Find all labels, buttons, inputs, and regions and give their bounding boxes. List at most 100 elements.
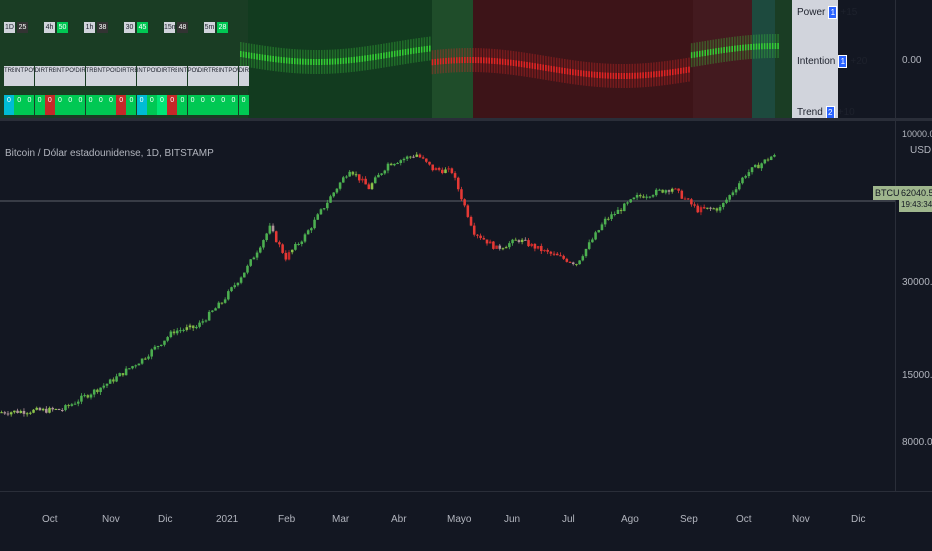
signal-bar-173 bbox=[707, 49, 709, 56]
candle-body-139 bbox=[444, 169, 447, 174]
signal-bar-50 bbox=[375, 53, 377, 60]
tf-value-18: 0 bbox=[187, 95, 198, 115]
signal-bar-92 bbox=[488, 57, 490, 64]
candle-body-72 bbox=[230, 287, 233, 292]
signal-bar-16 bbox=[283, 57, 285, 64]
signal-bar-199 bbox=[777, 43, 779, 50]
signal-bar-191 bbox=[755, 43, 758, 50]
candle-body-168 bbox=[536, 245, 540, 249]
candle-body-183 bbox=[584, 248, 588, 257]
signal-bar-38 bbox=[342, 57, 345, 64]
candle-body-216 bbox=[690, 199, 693, 205]
candle-body-8 bbox=[25, 413, 29, 415]
candle-body-78 bbox=[249, 259, 252, 266]
signal-bar-99 bbox=[507, 59, 509, 66]
signal-bar-68 bbox=[423, 46, 426, 53]
signal-bar-75 bbox=[442, 58, 445, 65]
signal-bar-104 bbox=[520, 61, 523, 68]
tf-header-12: TRE bbox=[126, 66, 138, 86]
signal-bar-110 bbox=[537, 63, 539, 70]
candle-body-35 bbox=[112, 379, 115, 382]
signal-bar-88 bbox=[477, 57, 480, 64]
candle-body-157 bbox=[501, 248, 505, 250]
tf-label-1: 4h bbox=[44, 22, 55, 33]
candle-body-50 bbox=[159, 344, 163, 346]
candle-body-19 bbox=[60, 410, 64, 412]
candle-body-115 bbox=[367, 184, 371, 190]
candle-body-5 bbox=[16, 410, 19, 414]
signal-bar-67 bbox=[420, 46, 423, 53]
candle-body-169 bbox=[540, 245, 543, 252]
candle-body-117 bbox=[373, 177, 377, 184]
signal-bar-76 bbox=[445, 57, 447, 64]
candle-body-26 bbox=[83, 395, 86, 397]
candle-body-122 bbox=[389, 163, 393, 166]
candle-body-56 bbox=[179, 330, 182, 332]
candle-body-162 bbox=[517, 240, 521, 243]
tf-value-20: 0 bbox=[208, 95, 218, 115]
candle-body-107 bbox=[342, 177, 345, 183]
price-axis[interactable]: 10000.00 USD 30000.00 15000.00 8000.00 bbox=[895, 121, 932, 491]
candle-body-22 bbox=[70, 404, 74, 406]
candle-body-165 bbox=[527, 240, 530, 247]
candle-body-14 bbox=[45, 408, 48, 413]
candle-body-97 bbox=[310, 228, 313, 231]
tf-score-2: 38 bbox=[97, 22, 108, 33]
time-axis[interactable]: Oct Nov Dic 2021 Feb Mar Abr Mayo Jun Jul Ago Sep Oc… bbox=[0, 491, 932, 551]
candle-body-164 bbox=[524, 239, 527, 241]
price-chart-pane[interactable] bbox=[0, 121, 895, 491]
candle-body-17 bbox=[54, 408, 58, 410]
candle-body-218 bbox=[696, 205, 700, 213]
signal-bar-124 bbox=[574, 69, 577, 76]
candle-body-241 bbox=[769, 156, 773, 161]
candle-body-68 bbox=[217, 302, 221, 309]
signal-bar-175 bbox=[712, 48, 715, 55]
candle-body-128 bbox=[409, 156, 412, 158]
signal-bar-29 bbox=[318, 58, 320, 65]
candle-body-45 bbox=[144, 358, 147, 360]
tf-value-10: 0 bbox=[106, 95, 116, 115]
time-tick-12: Oct bbox=[736, 514, 752, 525]
tf-score-4: 48 bbox=[177, 22, 188, 33]
candle-body-223 bbox=[712, 208, 716, 210]
candle-body-31 bbox=[99, 387, 102, 393]
candle-body-84 bbox=[268, 225, 272, 234]
candle-body-163 bbox=[520, 239, 524, 243]
candle-body-135 bbox=[431, 164, 434, 171]
candle-body-9 bbox=[29, 412, 32, 414]
candle-body-25 bbox=[80, 395, 83, 402]
candle-body-38 bbox=[121, 373, 125, 376]
signal-bar-93 bbox=[491, 57, 493, 64]
tf-value-19: 0 bbox=[197, 95, 208, 115]
candle-body-119 bbox=[380, 173, 383, 175]
candle-body-67 bbox=[214, 308, 217, 311]
candle-body-147 bbox=[469, 216, 473, 226]
candle-body-180 bbox=[575, 264, 578, 266]
tf-label-5: 5m bbox=[204, 22, 215, 33]
candle-body-106 bbox=[338, 182, 342, 189]
tf-score-1: 50 bbox=[57, 22, 68, 33]
candle-body-233 bbox=[744, 176, 747, 178]
candle-body-82 bbox=[262, 240, 265, 248]
signal-bar-7 bbox=[258, 54, 261, 61]
candle-body-149 bbox=[476, 234, 479, 236]
tf-value-22: 0 bbox=[228, 95, 239, 115]
indicator-axis[interactable]: 0.00 bbox=[895, 0, 932, 118]
candle-body-138 bbox=[441, 169, 444, 174]
candle-body-34 bbox=[108, 379, 112, 384]
tf-value-0: 0 bbox=[4, 95, 14, 115]
candle-body-198 bbox=[632, 197, 636, 200]
candle-body-66 bbox=[211, 310, 214, 312]
candle-body-71 bbox=[227, 291, 230, 300]
tf-value-4: 0 bbox=[44, 95, 55, 115]
signal-bar-4 bbox=[250, 52, 253, 59]
signal-bar-125 bbox=[577, 69, 580, 76]
pane-divider[interactable] bbox=[0, 118, 932, 121]
signal-bar-186 bbox=[742, 44, 744, 51]
candle-body-197 bbox=[629, 199, 632, 203]
tf-header-0: TRE bbox=[4, 66, 16, 86]
signal-bar-138 bbox=[612, 72, 615, 79]
candle-body-43 bbox=[137, 363, 141, 366]
chart-title[interactable]: Bitcoin / Dólar estadounidense, 1D, BITS… bbox=[5, 148, 214, 159]
signal-bar-13 bbox=[275, 56, 277, 63]
